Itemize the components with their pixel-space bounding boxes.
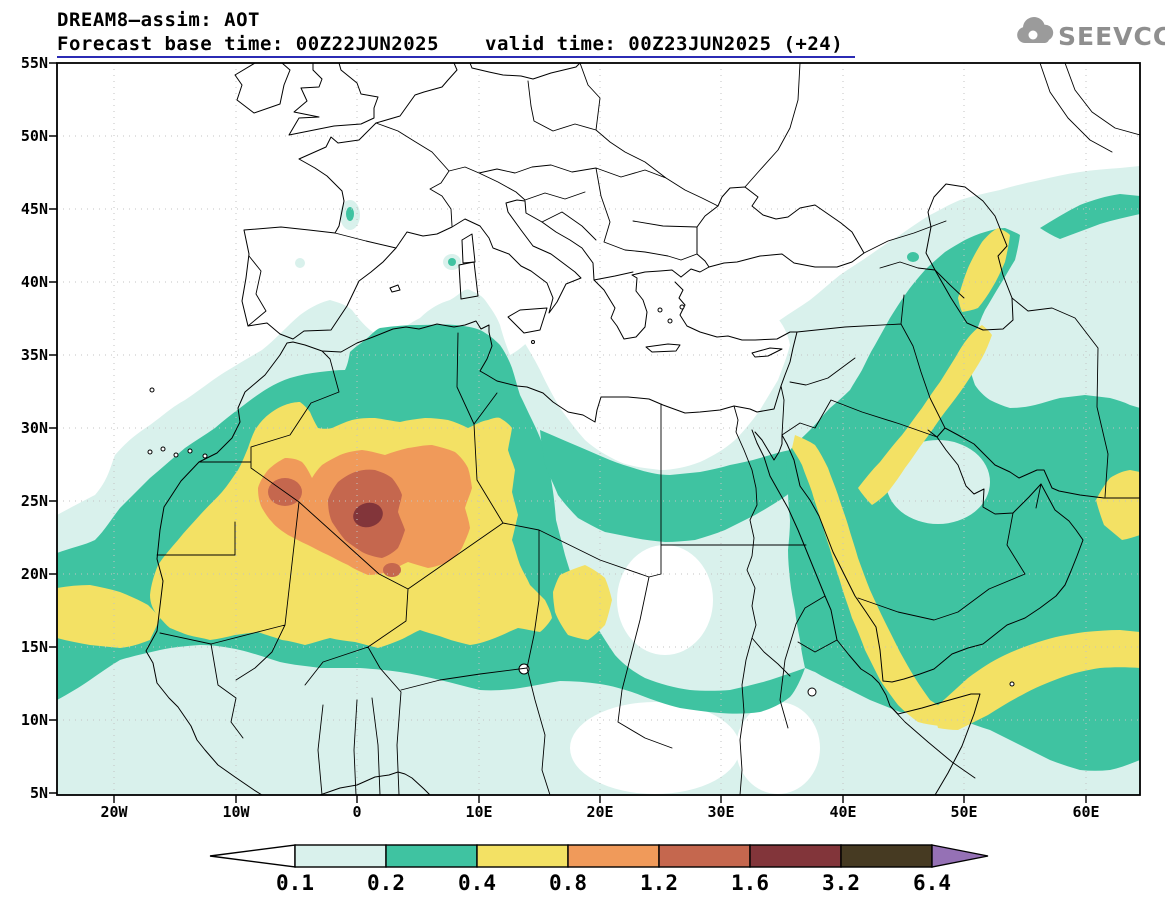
lakes — [518, 663, 817, 697]
colorbar-segment — [749, 844, 842, 868]
border-layer — [156, 63, 1140, 795]
lon-tick-label: 30E — [707, 803, 734, 821]
lat-tick-label: 30N — [21, 419, 48, 437]
lat-tick-label: 55N — [21, 54, 48, 72]
lat-tick-label: 20N — [21, 565, 48, 583]
lon-tick-label: 20W — [100, 803, 128, 821]
colorbar-label: 0.1 — [276, 871, 314, 895]
colorbar-segment — [385, 844, 478, 868]
colorbar-label: 0.4 — [458, 871, 496, 895]
lat-tick-label: 35N — [21, 346, 48, 364]
page-title: DREAM8—assim: AOT — [57, 9, 260, 31]
base-time-label: Forecast base time: 00Z22JUN2025 — [57, 33, 439, 55]
contour-field-layer — [57, 166, 1140, 795]
colorbar-segment — [476, 844, 569, 868]
lon-tick-label: 10E — [465, 803, 492, 821]
map-frame — [56, 62, 1141, 796]
lon-tick-label: 50E — [950, 803, 977, 821]
colorbar-label: 0.2 — [367, 871, 405, 895]
colorbar-segment — [567, 844, 660, 868]
lat-tick-label: 45N — [21, 200, 48, 218]
colorbar-label: 1.6 — [731, 871, 769, 895]
lat-tick-label: 40N — [21, 273, 48, 291]
cloud-icon — [1017, 17, 1054, 43]
lon-tick-label: 40E — [829, 803, 856, 821]
lon-axis: 20W 10W 0 10E 20E 30E 40E 50E 60E — [100, 803, 1099, 821]
lon-tick-label: 20E — [586, 803, 613, 821]
nile-river — [733, 405, 791, 795]
lat-tick-label: 5N — [30, 784, 48, 802]
cloud-icon-swirl — [1028, 30, 1038, 40]
lat-axis: 55N 50N 45N 40N 35N 30N 25N 20N 15N 10N … — [21, 54, 48, 802]
header: DREAM8—assim: AOT Forecast base time: 00… — [57, 9, 855, 58]
coastline-layer — [145, 63, 1140, 795]
colorbar-overflow-arrow — [931, 844, 989, 868]
colorbar-label: 0.8 — [549, 871, 587, 895]
small-islands — [147, 304, 1015, 687]
colorbar-label: 3.2 — [822, 871, 860, 895]
lat-tick-label: 25N — [21, 492, 48, 510]
colorbar-label: 6.4 — [913, 871, 951, 895]
axis-ticks — [49, 62, 1087, 803]
lat-tick-label: 15N — [21, 638, 48, 656]
colorbar-segment — [658, 844, 751, 868]
colorbar: 0.1 0.2 0.4 0.8 1.2 1.6 3.2 6.4 — [209, 844, 989, 895]
colorbar-segment — [840, 844, 933, 868]
colorbar-label: 1.2 — [640, 871, 678, 895]
logo-text: SEEVCCC — [1058, 22, 1165, 51]
colorbar-underflow-arrow — [209, 844, 296, 868]
lat-tick-label: 10N — [21, 711, 48, 729]
colorbar-segment — [294, 844, 387, 868]
seevccc-logo: SEEVCCC — [1017, 17, 1165, 51]
lon-tick-label: 60E — [1072, 803, 1099, 821]
lon-tick-label: 10W — [222, 803, 250, 821]
valid-time-label: valid time: 00Z23JUN2025 (+24) — [485, 33, 843, 55]
lon-tick-label: 0 — [352, 803, 361, 821]
lat-tick-label: 50N — [21, 127, 48, 145]
